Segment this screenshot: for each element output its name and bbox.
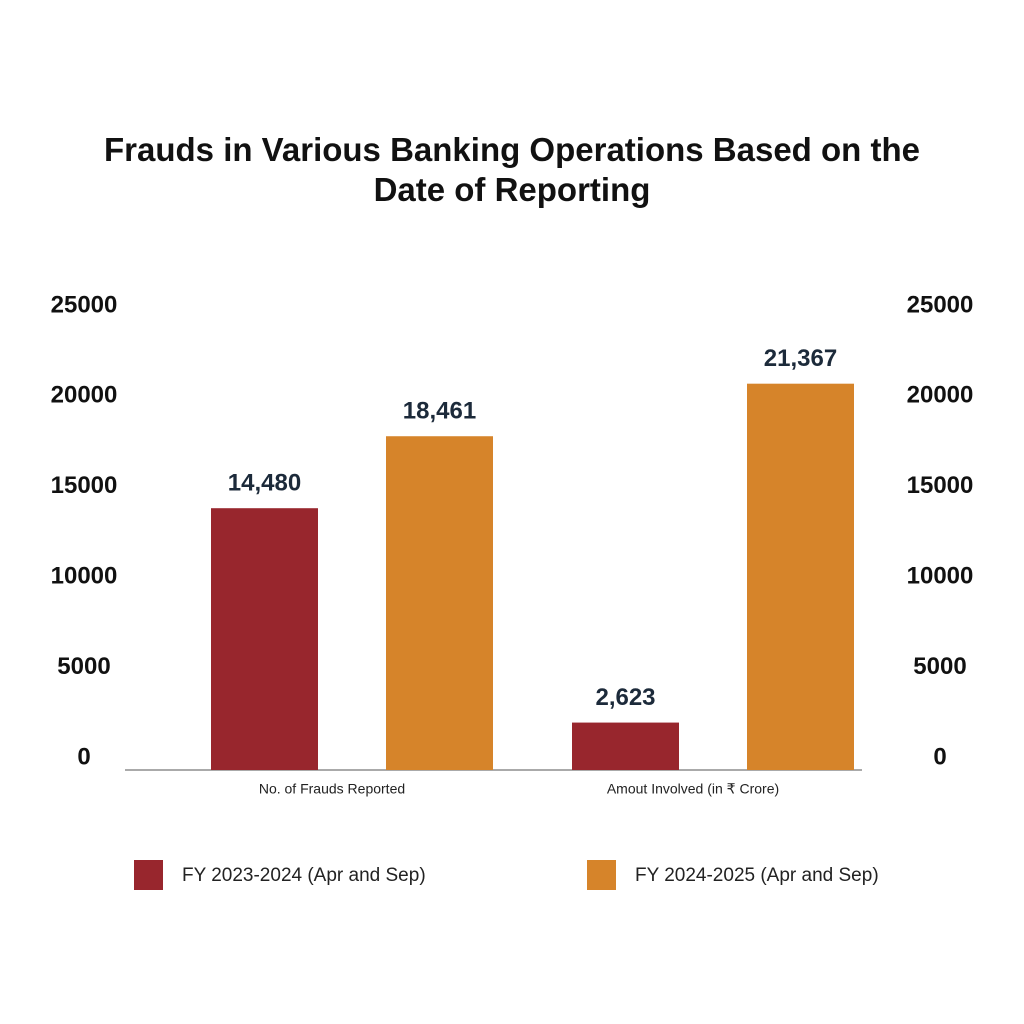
y-tick-label: 25000	[51, 291, 118, 318]
bar	[386, 436, 493, 770]
legend-label: FY 2023-2024 (Apr and Sep)	[182, 865, 426, 886]
legend-label: FY 2024-2025 (Apr and Sep)	[635, 865, 879, 886]
y-tick-label: 10000	[51, 563, 118, 590]
value-label: 21,367	[764, 345, 837, 372]
y2-tick-label: 20000	[907, 382, 974, 409]
value-label: 2,623	[595, 684, 655, 711]
y2-tick-label: 10000	[907, 563, 974, 590]
y2-tick-label: 25000	[907, 291, 974, 318]
y-tick-label: 0	[77, 743, 90, 770]
y-tick-label: 5000	[57, 653, 110, 680]
legend-swatch	[134, 860, 163, 890]
chart-title: Frauds in Various Banking Operations Bas…	[104, 131, 920, 208]
legend-swatch	[587, 860, 616, 890]
y-tick-label: 20000	[51, 382, 118, 409]
y2-tick-label: 5000	[913, 653, 966, 680]
y2-tick-label: 0	[933, 743, 946, 770]
y-tick-label: 15000	[51, 472, 118, 499]
bar	[747, 383, 854, 770]
x-tick-label: No. of Frauds Reported	[259, 781, 405, 797]
value-label: 18,461	[403, 398, 476, 425]
value-label: 14,480	[228, 470, 301, 497]
x-tick-label: Amout Involved (in ₹ Crore)	[607, 781, 779, 797]
bar	[211, 508, 318, 770]
y2-tick-label: 15000	[907, 472, 974, 499]
bar	[572, 722, 679, 770]
